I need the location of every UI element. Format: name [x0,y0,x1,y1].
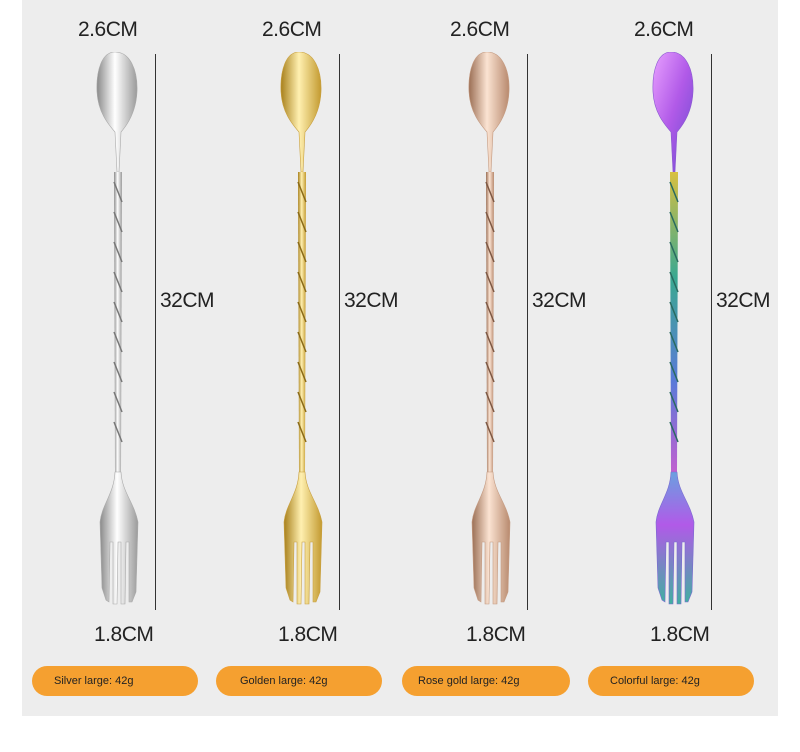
length-label: 32CM [532,289,587,312]
bottom-width-label: 1.8CM [650,623,710,646]
length-line [527,54,528,610]
bottom-width-label: 1.8CM [466,623,526,646]
top-width-label: 2.6CM [450,18,510,41]
length-label: 32CM [160,289,215,312]
bottom-width-label: 1.8CM [94,623,154,646]
top-width-label: 2.6CM [634,18,694,41]
weight-badge: Golden large: 42g [216,666,382,696]
length-label: 32CM [344,289,399,312]
length-line [711,54,712,610]
colorful-bar-spoon-image [652,52,695,605]
length-line [155,54,156,610]
top-width-label: 2.6CM [262,18,322,41]
top-width-label: 2.6CM [78,18,138,41]
silver-bar-spoon-image [96,52,139,605]
golden-bar-spoon-image [280,52,323,605]
product-panel [22,0,778,716]
rose-gold-bar-spoon-image [468,52,511,605]
weight-badge: Rose gold large: 42g [402,666,570,696]
bottom-width-label: 1.8CM [278,623,338,646]
length-line [339,54,340,610]
weight-badge: Colorful large: 42g [588,666,754,696]
weight-badge: Silver large: 42g [32,666,198,696]
length-label: 32CM [716,289,771,312]
